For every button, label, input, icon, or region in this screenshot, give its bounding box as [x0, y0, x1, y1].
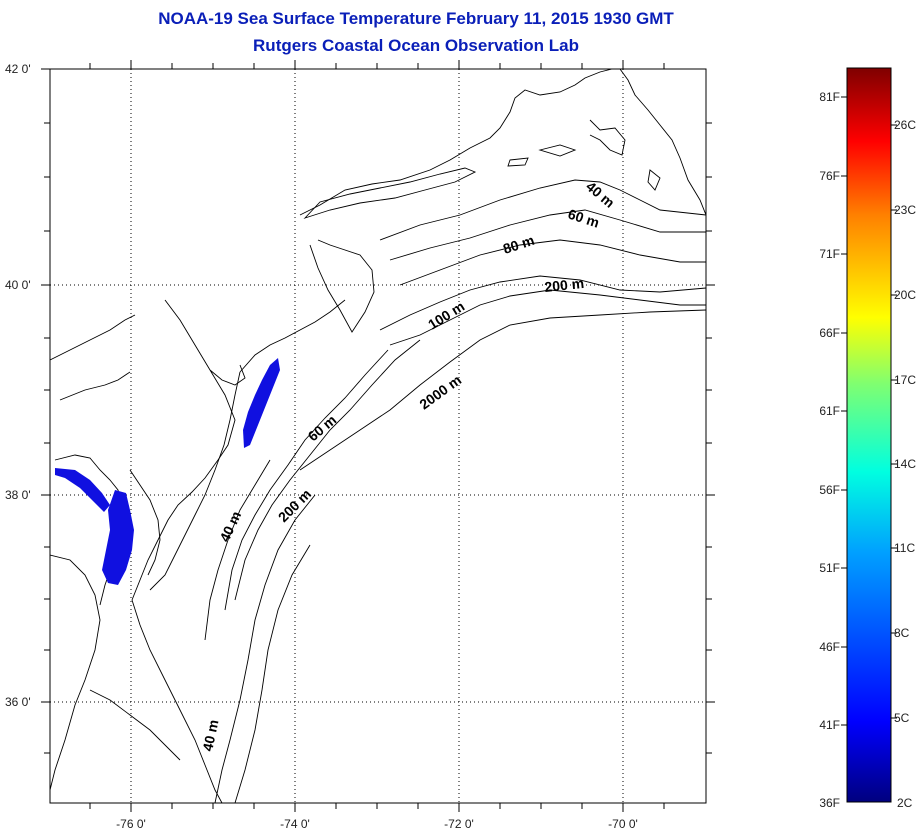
isobath-80m — [399, 239, 706, 286]
map-title: NOAA-19 Sea Surface Temperature February… — [158, 9, 674, 28]
lat-label-38: 38 0' — [5, 488, 31, 502]
isobath-60m-north — [389, 209, 706, 261]
isobath-40m-north — [379, 179, 706, 241]
frame-ticks — [41, 60, 715, 812]
cb-c-label: 5C — [894, 711, 910, 725]
cb-f-label: 56F — [819, 483, 840, 497]
cb-c-label: 23C — [894, 203, 916, 217]
cb-c-label: 20C — [894, 288, 916, 302]
map-frame — [49, 68, 707, 804]
lat-label-36: 36 0' — [5, 695, 31, 709]
isobath-deep-south — [234, 544, 311, 803]
colorbar-ticks — [841, 96, 897, 726]
lon-label-76: -76 0' — [116, 817, 146, 831]
lon-label-70: -70 0' — [608, 817, 638, 831]
lon-label-72: -72 0' — [444, 817, 474, 831]
coastline-virginia-nc — [50, 554, 223, 803]
map-subtitle: Rutgers Coastal Ocean Observation Lab — [253, 36, 579, 55]
cb-c-label: 14C — [894, 457, 916, 471]
cb-f-label: 41F — [819, 718, 840, 732]
contour-label-40m-south: 40 m — [199, 718, 221, 753]
cb-f-label: 36F — [819, 796, 840, 810]
sst-patches — [55, 358, 280, 585]
lon-label-74: -74 0' — [280, 817, 310, 831]
coastline-islands — [507, 144, 661, 191]
cb-c-label: 11C — [894, 541, 915, 555]
coastline-delmarva-east — [149, 371, 241, 591]
isobath-2000m — [299, 309, 706, 471]
coastline-delaware-bay — [131, 299, 246, 601]
isobath-60m-south — [224, 349, 389, 611]
sst-patch-potomac — [55, 468, 110, 512]
coastline-new-jersey — [239, 239, 375, 373]
cb-f-label: 76F — [819, 169, 840, 183]
cb-f-label: 71F — [819, 247, 840, 261]
gridlines — [50, 69, 706, 803]
colorbar — [846, 67, 892, 803]
isobath-40m-south — [204, 459, 271, 641]
isobath-100m — [379, 275, 706, 331]
isobath-outer-south — [214, 494, 316, 803]
cb-f-label: 46F — [819, 640, 840, 654]
coastline-chesapeake — [50, 314, 161, 606]
lat-label-42: 42 0' — [5, 62, 31, 76]
coastline-new-england — [299, 69, 706, 216]
cb-c-label: 17C — [894, 373, 916, 387]
isobath-200m-south — [234, 339, 421, 601]
cb-f-label: 81F — [819, 90, 840, 104]
cb-c-label: 8C — [894, 626, 910, 640]
cb-f-label: 61F — [819, 404, 840, 418]
coastline-cape-cod — [589, 119, 626, 156]
lat-label-40: 40 0' — [5, 278, 31, 292]
isobath-200m-north — [389, 289, 706, 346]
cb-c-label: 26C — [894, 118, 916, 132]
sst-patch-delaware-bay — [243, 358, 280, 448]
cb-c-label: 2C — [897, 796, 913, 810]
contour-label-200m-north: 200 m — [544, 275, 585, 295]
coastline-long-island — [303, 167, 477, 219]
cb-f-label: 66F — [819, 326, 840, 340]
cb-f-label: 51F — [819, 561, 840, 575]
sst-patch-chesapeake — [102, 490, 134, 585]
